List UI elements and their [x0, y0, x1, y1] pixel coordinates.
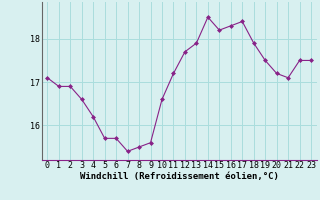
X-axis label: Windchill (Refroidissement éolien,°C): Windchill (Refroidissement éolien,°C) — [80, 172, 279, 181]
